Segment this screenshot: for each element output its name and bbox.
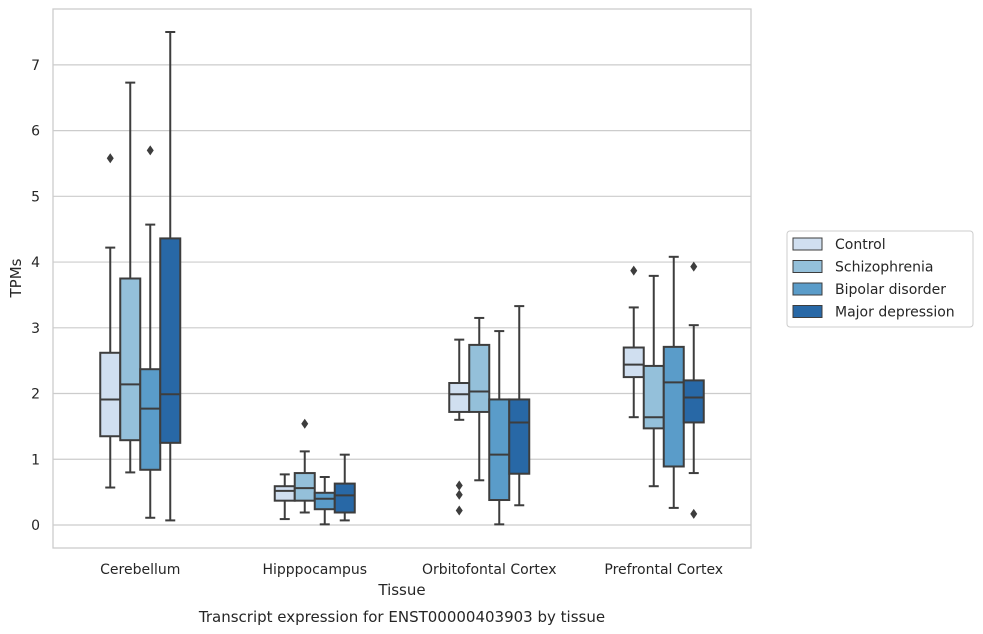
y-tick-label: 3 xyxy=(31,321,40,337)
y-tick-label: 1 xyxy=(31,452,40,468)
outlier-marker xyxy=(106,153,114,164)
box xyxy=(159,237,182,444)
box xyxy=(273,485,296,502)
y-tick-label: 5 xyxy=(31,189,40,205)
legend-label: Schizophrenia xyxy=(835,260,933,276)
outlier-marker xyxy=(455,480,463,491)
box xyxy=(682,379,705,424)
legend-label: Bipolar disorder xyxy=(835,282,946,298)
legend-swatch xyxy=(792,260,823,273)
outlier-marker xyxy=(630,265,638,276)
legend-swatch xyxy=(792,282,823,296)
series-control xyxy=(99,153,645,521)
outlier-marker xyxy=(301,418,309,429)
y-tick-label: 2 xyxy=(31,387,40,403)
box xyxy=(662,345,685,468)
series-bipolar-disorder xyxy=(139,145,685,526)
box xyxy=(488,398,511,502)
x-axis-ticks: Cerebellum Hipppocampus Orbitofontal Corte… xyxy=(100,562,723,578)
box xyxy=(448,382,471,413)
outlier-marker xyxy=(690,508,698,519)
box xyxy=(293,472,316,502)
y-axis-ticks: 0 1 2 3 4 5 6 7 xyxy=(31,58,40,534)
legend: Control Schizophrenia Bipolar disorder Majo… xyxy=(786,230,974,328)
x-tick-label: Hipppocampus xyxy=(262,562,367,578)
y-tick-label: 4 xyxy=(31,255,40,271)
box xyxy=(333,482,356,514)
box xyxy=(508,398,531,475)
series-major-depression xyxy=(159,31,705,522)
x-tick-label: Orbitofontal Cortex xyxy=(422,562,557,578)
series-schizophrenia xyxy=(119,81,665,514)
box xyxy=(622,346,645,379)
box-series xyxy=(99,31,705,526)
outlier-marker xyxy=(455,505,463,516)
outlier-marker xyxy=(455,489,463,500)
box xyxy=(119,277,142,442)
x-tick-label: Cerebellum xyxy=(100,562,180,578)
box xyxy=(313,491,336,511)
y-tick-label: 6 xyxy=(31,124,40,140)
box xyxy=(99,351,122,438)
box xyxy=(468,343,491,413)
box xyxy=(642,364,665,430)
x-tick-label: Prefrontal Cortex xyxy=(604,562,723,578)
legend-swatch xyxy=(792,305,823,318)
y-tick-label: 0 xyxy=(31,518,40,534)
y-axis-label: TPMs xyxy=(7,258,25,298)
outlier-marker xyxy=(690,261,698,272)
box xyxy=(139,368,162,471)
x-axis-label: Tissue xyxy=(377,581,425,599)
legend-swatch xyxy=(792,237,823,251)
y-tick-label: 7 xyxy=(31,58,40,74)
legend-frame xyxy=(786,230,974,328)
chart-caption: Transcript expression for ENST0000040390… xyxy=(198,608,605,626)
legend-label: Control xyxy=(835,237,886,253)
legend-label: Major depression xyxy=(835,305,955,321)
outlier-marker xyxy=(146,145,154,156)
